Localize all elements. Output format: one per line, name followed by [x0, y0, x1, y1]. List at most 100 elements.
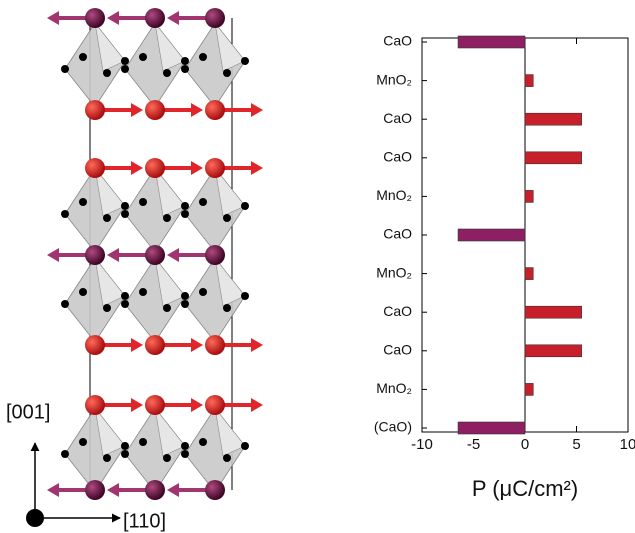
cation [85, 8, 105, 28]
cation [205, 335, 225, 355]
cation [205, 480, 225, 500]
polar-arrow-head [251, 338, 263, 352]
cation [85, 480, 105, 500]
y-tick-label: MnO₂ [376, 380, 412, 396]
oxygen [121, 65, 129, 73]
oxygen [181, 450, 189, 458]
cation [145, 8, 165, 28]
oxygen [199, 198, 207, 206]
bar [525, 190, 533, 202]
polar-arrow-head [131, 398, 143, 412]
polar-arrow-head [107, 483, 119, 497]
cation [205, 100, 225, 120]
oxygen [223, 454, 231, 462]
oxygen [139, 53, 147, 61]
oxygen [223, 304, 231, 312]
polar-arrow-head [47, 483, 59, 497]
polar-arrow-head [131, 103, 143, 117]
cation [145, 395, 165, 415]
bar [525, 306, 582, 318]
oxygen [121, 300, 129, 308]
oxygen [241, 202, 249, 210]
polar-arrow-head [251, 398, 263, 412]
oxygen [199, 53, 207, 61]
y-tick-label: MnO₂ [376, 71, 412, 87]
oxygen [181, 202, 189, 210]
bar [525, 268, 533, 280]
oxygen [121, 210, 129, 218]
x-tick-label: 5 [572, 436, 580, 453]
cation [85, 100, 105, 120]
oxygen [61, 210, 69, 218]
polar-arrow-head [131, 338, 143, 352]
cation [145, 480, 165, 500]
oxygen [61, 65, 69, 73]
cation [145, 158, 165, 178]
cation [85, 395, 105, 415]
cation [145, 245, 165, 265]
bar [458, 422, 525, 434]
polar-arrow-head [47, 248, 59, 262]
cation [145, 100, 165, 120]
y-tick-label: MnO₂ [376, 264, 412, 280]
polar-arrow-head [191, 161, 203, 175]
polar-arrow-head [251, 161, 263, 175]
polar-arrow-head [167, 11, 179, 25]
polar-arrow-head [47, 11, 59, 25]
polar-arrow-head [191, 103, 203, 117]
polar-arrow-head [251, 103, 263, 117]
oxygen [181, 442, 189, 450]
oxygen [181, 292, 189, 300]
y-tick-label: CaO [383, 342, 412, 358]
bar [525, 152, 582, 164]
page: {"chart_data": {"type": "barh", "categor… [0, 0, 635, 533]
oxygen [223, 69, 231, 77]
axis-label: [110] [123, 510, 166, 532]
y-tick-label: CaO [383, 303, 412, 319]
oxygen [181, 65, 189, 73]
bar [525, 383, 533, 395]
oxygen [181, 300, 189, 308]
cation [85, 245, 105, 265]
y-tick-label: CaO [383, 149, 412, 165]
x-tick-label: 10 [620, 436, 635, 453]
oxygen [103, 454, 111, 462]
figure: [001] [110] P (μC/cm²) -10-50510CaOMnO₂C… [0, 0, 635, 533]
oxygen [79, 288, 87, 296]
cation [85, 158, 105, 178]
oxygen [103, 69, 111, 77]
oxygen [163, 214, 171, 222]
cation [145, 335, 165, 355]
polar-arrow-head [167, 248, 179, 262]
oxygen [139, 288, 147, 296]
oxygen [199, 438, 207, 446]
oxygen [79, 198, 87, 206]
oxygen [241, 292, 249, 300]
oxygen [79, 53, 87, 61]
oxygen [163, 69, 171, 77]
bar [525, 75, 533, 87]
y-tick-label: MnO₂ [376, 187, 412, 203]
polar-arrow-head [191, 338, 203, 352]
crystal-structure [47, 8, 263, 500]
y-tick-label: CaO [383, 33, 412, 49]
axis-label: [001] [6, 401, 50, 423]
oxygen [103, 214, 111, 222]
bar [525, 345, 582, 357]
oxygen [181, 210, 189, 218]
oxygen [163, 304, 171, 312]
oxygen [163, 454, 171, 462]
cation [205, 395, 225, 415]
cation [205, 158, 225, 178]
oxygen [121, 202, 129, 210]
oxygen [103, 304, 111, 312]
oxygen [121, 292, 129, 300]
bar [458, 229, 525, 241]
x-tick-label: -5 [467, 436, 480, 453]
oxygen [61, 450, 69, 458]
bar [458, 36, 525, 48]
cation [85, 335, 105, 355]
oxygen [199, 288, 207, 296]
x-tick-label: 0 [521, 436, 529, 453]
y-tick-label: CaO [383, 226, 412, 242]
